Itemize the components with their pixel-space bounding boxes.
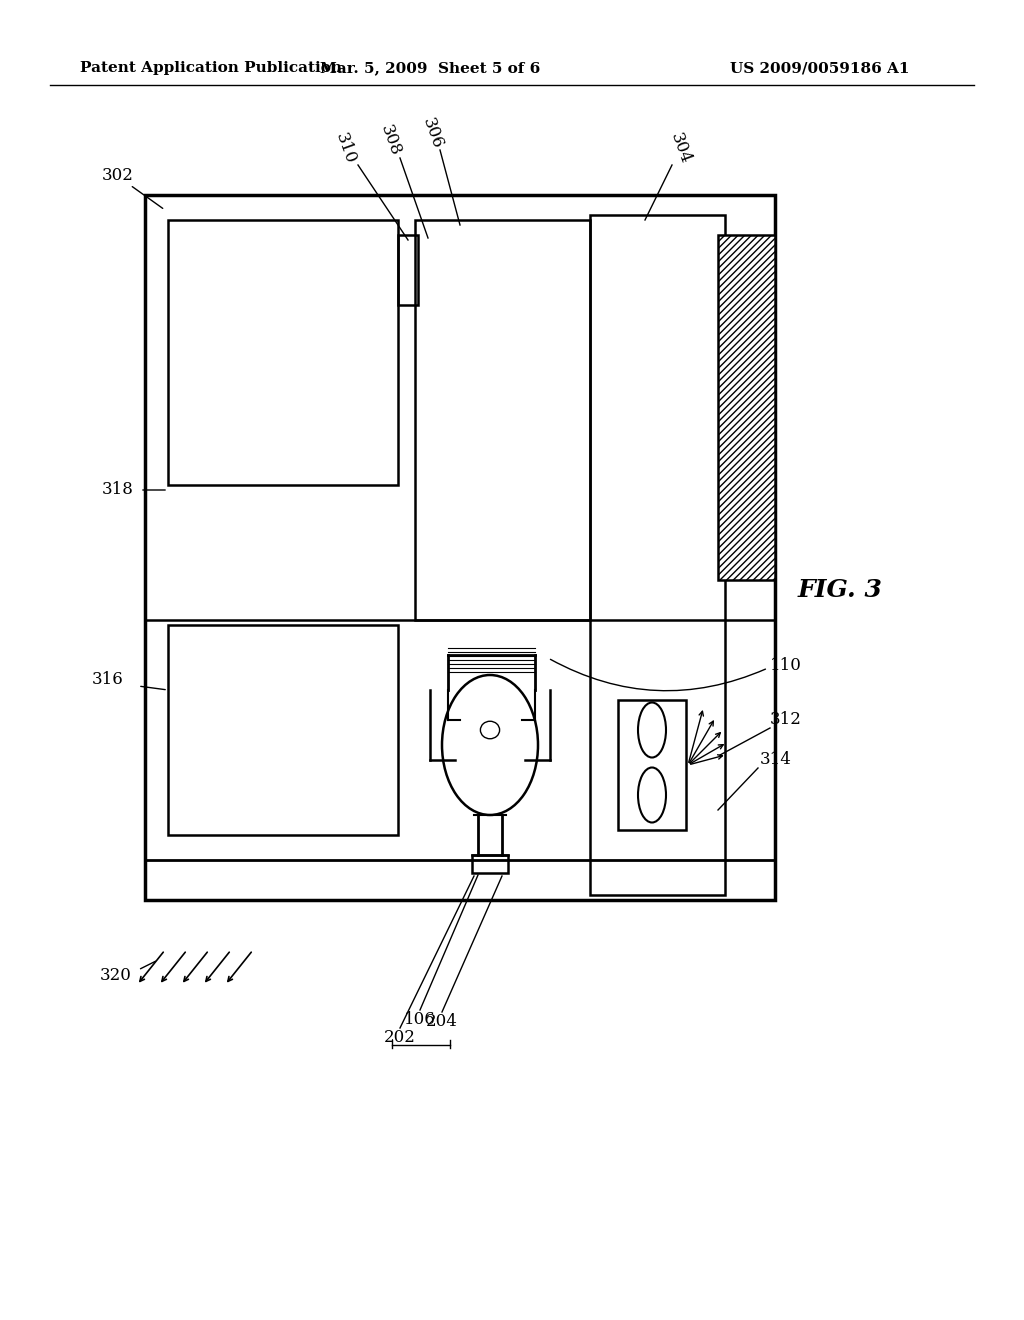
Bar xyxy=(168,624,398,836)
Text: 202: 202 xyxy=(384,1030,416,1047)
Ellipse shape xyxy=(442,675,538,814)
Text: 316: 316 xyxy=(92,672,124,689)
Text: US 2009/0059186 A1: US 2009/0059186 A1 xyxy=(730,61,909,75)
Bar xyxy=(398,235,418,305)
Text: 204: 204 xyxy=(426,1014,458,1031)
Text: Patent Application Publication: Patent Application Publication xyxy=(80,61,342,75)
Ellipse shape xyxy=(480,721,500,739)
Text: 304: 304 xyxy=(667,131,693,166)
Ellipse shape xyxy=(638,767,666,822)
Bar xyxy=(472,855,508,873)
Bar xyxy=(618,700,686,830)
Text: 308: 308 xyxy=(377,123,403,158)
Bar xyxy=(718,235,775,579)
Text: 302: 302 xyxy=(102,166,134,183)
Bar xyxy=(415,220,590,620)
Text: 106: 106 xyxy=(404,1011,436,1028)
Bar xyxy=(168,220,398,484)
Text: 312: 312 xyxy=(770,711,802,729)
Ellipse shape xyxy=(638,702,666,758)
Bar xyxy=(590,215,725,895)
Text: Mar. 5, 2009  Sheet 5 of 6: Mar. 5, 2009 Sheet 5 of 6 xyxy=(319,61,540,75)
Text: FIG. 3: FIG. 3 xyxy=(798,578,883,602)
Text: 318: 318 xyxy=(102,482,134,499)
Text: 110: 110 xyxy=(770,656,802,673)
Text: 306: 306 xyxy=(419,115,445,150)
Bar xyxy=(145,195,775,900)
Text: 320: 320 xyxy=(100,966,132,983)
Text: 314: 314 xyxy=(760,751,792,768)
Text: 310: 310 xyxy=(332,131,358,166)
